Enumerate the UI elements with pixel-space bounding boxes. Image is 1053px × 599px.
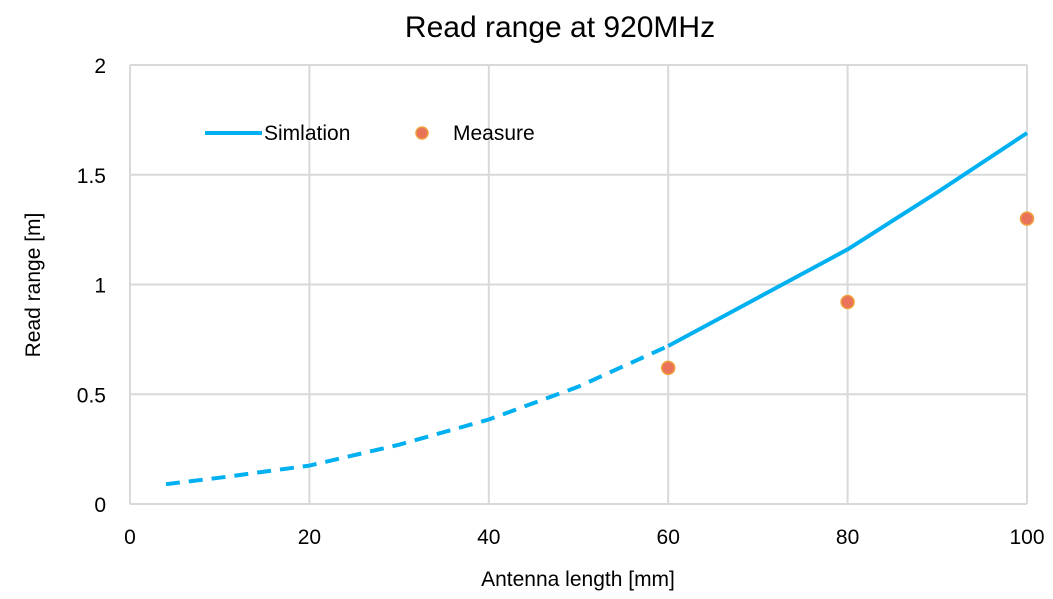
- legend-simulation-label: Simlation: [264, 122, 350, 145]
- simulation-line-dashed: [165, 344, 670, 487]
- legend: Simlation Measure: [205, 122, 535, 145]
- simulation-line-solid: [667, 131, 1029, 348]
- y-tick-label: 2: [94, 55, 106, 78]
- x-tick-label: 100: [1009, 526, 1044, 549]
- x-tick-label: 20: [298, 526, 321, 549]
- measure-point: [1019, 211, 1035, 226]
- y-tick-label: 1.5: [77, 165, 106, 188]
- x-tick-label: 40: [477, 526, 500, 549]
- plot-area: [165, 131, 1035, 487]
- y-axis-title: Read range [m]: [22, 213, 45, 358]
- y-tick-label: 0: [94, 494, 106, 517]
- chart-title: Read range at 920MHz: [405, 11, 715, 44]
- y-tick-label: 1: [94, 275, 106, 298]
- measure-point: [840, 294, 855, 310]
- grid: [129, 64, 1028, 505]
- x-axis-title: Antenna length [mm]: [481, 568, 675, 591]
- measure-point: [660, 360, 676, 376]
- legend-measure-label: Measure: [453, 122, 535, 145]
- x-tick-label: 0: [124, 526, 136, 549]
- legend-measure-swatch: [415, 126, 429, 140]
- x-tick-label: 80: [836, 526, 859, 549]
- y-tick-label: 0.5: [77, 384, 106, 407]
- x-tick-label: 60: [657, 526, 680, 549]
- y-axis-ticks: 0 0.5 1 1.5 2: [77, 55, 106, 517]
- x-axis-ticks: 0 20 40 60 80 100: [124, 526, 1044, 549]
